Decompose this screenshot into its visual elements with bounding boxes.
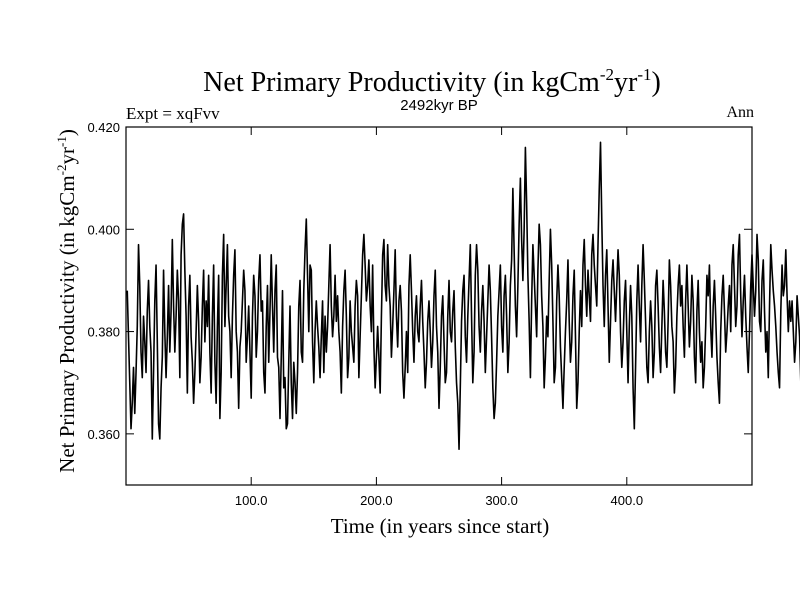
plot-frame <box>125 126 753 486</box>
chart-subtitle: 2492kyr BP <box>400 97 478 114</box>
chart-title: Net Primary Productivity (in kgCm-2yr-1) <box>203 65 661 98</box>
x-tick-label: 200.0 <box>360 493 393 508</box>
x-axis-ticks: 100.0 200.0 300.0 400.0 <box>235 127 643 508</box>
y-tick-label: 0.360 <box>87 427 120 442</box>
y-tick-label: 0.380 <box>87 325 120 340</box>
season-label: Ann <box>726 104 754 121</box>
y-tick-label: 0.420 <box>87 120 120 135</box>
y-tick-label: 0.400 <box>87 222 120 237</box>
x-axis-label: Time (in years since start) <box>331 514 550 538</box>
x-tick-label: 400.0 <box>611 493 644 508</box>
x-tick-label: 300.0 <box>485 493 518 508</box>
y-axis-label: Net Primary Productivity (in kgCm-2yr-1) <box>54 129 79 473</box>
x-tick-label: 100.0 <box>235 493 268 508</box>
series-line-npp <box>126 141 800 450</box>
y-axis-ticks: 0.360 0.380 0.400 0.420 <box>87 120 752 442</box>
experiment-label: Expt = xqFvv <box>126 104 220 123</box>
